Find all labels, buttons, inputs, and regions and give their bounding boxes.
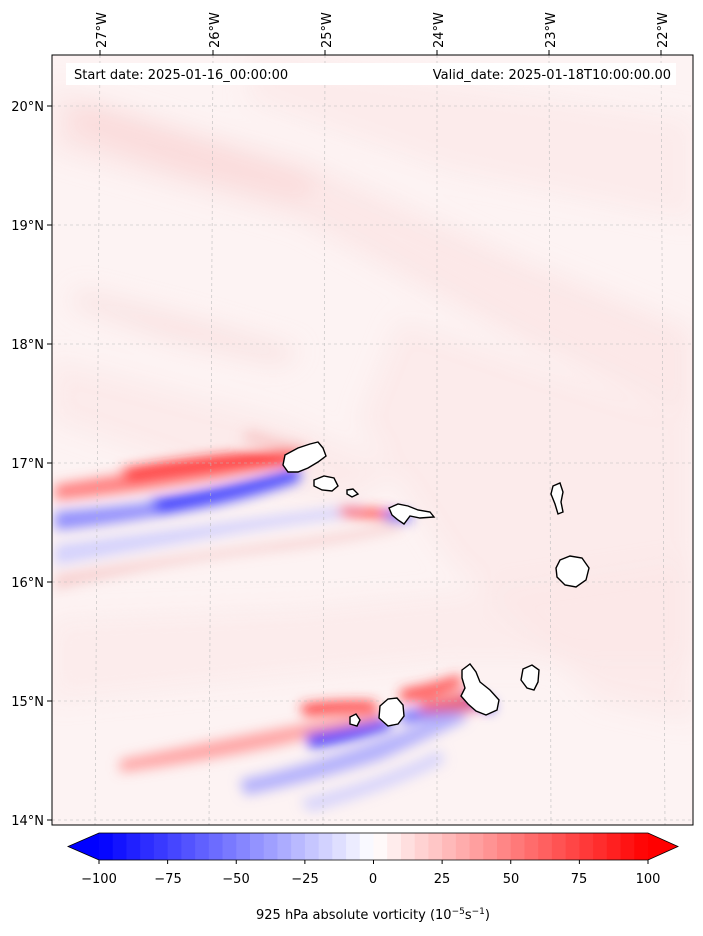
colorbar-segment <box>551 833 567 860</box>
colorbar-segment <box>332 833 347 860</box>
sal-island <box>550 482 564 515</box>
colorbar-segment <box>510 833 526 860</box>
fogo-island <box>378 697 405 727</box>
brava-island <box>349 713 361 727</box>
colorbar-segment <box>538 833 553 860</box>
colorbar-tick-label: 0 <box>369 872 377 887</box>
colorbar-segment <box>620 833 635 860</box>
longitude-ticks: 27°W 26°W 25°W 24°W 23°W 22°W <box>95 12 671 55</box>
colorbar-tick-label: −25 <box>291 872 318 887</box>
colorbar-segment <box>167 833 182 860</box>
colorbar-ticks: −100 −75 −50 −25 0 25 50 75 100 <box>81 872 660 887</box>
lat-tick-label: 14°N <box>11 814 44 829</box>
colorbar-tick-label: 25 <box>434 872 451 887</box>
colorbar-tick-label: 100 <box>636 872 661 887</box>
header-box <box>66 63 676 85</box>
vorticity-field <box>52 55 693 825</box>
santa-luzia-island <box>346 488 360 498</box>
lat-tick-label: 18°N <box>11 338 44 353</box>
colorbar-segment <box>455 833 471 860</box>
colorbar-segment <box>222 833 237 860</box>
colorbar-segment <box>153 833 169 860</box>
lon-tick-label: 26°W <box>208 12 223 48</box>
latitude-ticks: 20°N 19°N 18°N 17°N 16°N 15°N 14°N <box>11 100 52 829</box>
northern-wake <box>55 430 410 590</box>
southern-wake <box>120 675 495 812</box>
colorbar-extend-max <box>648 833 678 860</box>
colorbar-tick-label: 50 <box>503 872 520 887</box>
colorbar-segment <box>112 833 128 860</box>
maio-island <box>520 664 540 691</box>
background-bands <box>52 55 693 720</box>
colorbar-segment <box>428 833 443 860</box>
lat-tick-label: 16°N <box>11 576 44 591</box>
start-date-label: Start date: 2025-01-16_00:00:00 <box>74 68 288 83</box>
colorbar-segment <box>263 833 279 860</box>
lon-tick-label: 22°W <box>656 12 671 48</box>
lat-tick-label: 17°N <box>11 457 44 472</box>
colorbar-segment <box>524 833 539 860</box>
colorbar-segment <box>593 833 608 860</box>
colorbar-segment <box>387 833 402 860</box>
colorbar-segment <box>346 833 361 860</box>
colorbar-tick-label: 75 <box>571 872 588 887</box>
colorbar-segment <box>277 833 292 860</box>
colorbar-segment <box>442 833 457 860</box>
colorbar-segment <box>579 833 594 860</box>
colorbar-segment <box>126 833 141 860</box>
sao-nicolau-island <box>388 503 436 525</box>
colorbar-segment <box>318 833 333 860</box>
colorbar-segment <box>181 833 196 860</box>
colorbar-tick-label: −75 <box>154 872 181 887</box>
colorbar-segment <box>236 833 251 860</box>
colorbar-extend-min <box>68 833 99 860</box>
santiago-island <box>460 663 500 716</box>
lat-tick-label: 20°N <box>11 100 44 115</box>
plot-frame <box>51 54 694 826</box>
colorbar-segment <box>497 833 512 860</box>
colorbar-segment <box>208 833 224 860</box>
lon-tick-label: 27°W <box>95 12 110 48</box>
boa-vista-island <box>555 555 590 588</box>
colorbar <box>66 832 679 864</box>
colorbar-segment <box>606 833 622 860</box>
cape-verde-islands <box>282 441 590 727</box>
colorbar-tick-label: −50 <box>222 872 249 887</box>
colorbar-segment <box>359 833 375 860</box>
lon-tick-label: 25°W <box>320 12 335 48</box>
colorbar-segment <box>249 833 265 860</box>
colorbar-segment <box>195 833 210 860</box>
santo-antao-island <box>282 441 327 473</box>
valid-date-label: Valid_date: 2025-01-18T10:00:00.00 <box>433 68 671 83</box>
colorbar-segment <box>400 833 416 860</box>
colorbar-segment <box>565 833 580 860</box>
colorbar-segment <box>140 833 155 860</box>
colorbar-label: 925 hPa absolute vorticity (10−5s−1) <box>256 907 490 923</box>
lat-tick-label: 19°N <box>11 219 44 234</box>
colorbar-segment <box>483 833 498 860</box>
gridlines <box>52 55 693 825</box>
lon-tick-label: 24°W <box>432 12 447 48</box>
lat-tick-label: 15°N <box>11 695 44 710</box>
colorbar-segment <box>304 833 320 860</box>
lon-tick-label: 23°W <box>544 12 559 48</box>
colorbar-segment <box>414 833 429 860</box>
colorbar-tick-label: −100 <box>81 872 117 887</box>
colorbar-segment <box>291 833 306 860</box>
colorbar-segment <box>99 833 114 860</box>
sao-vicente-island <box>313 475 339 492</box>
colorbar-segment <box>634 833 649 860</box>
colorbar-segment <box>373 833 388 860</box>
colorbar-segment <box>469 833 484 860</box>
